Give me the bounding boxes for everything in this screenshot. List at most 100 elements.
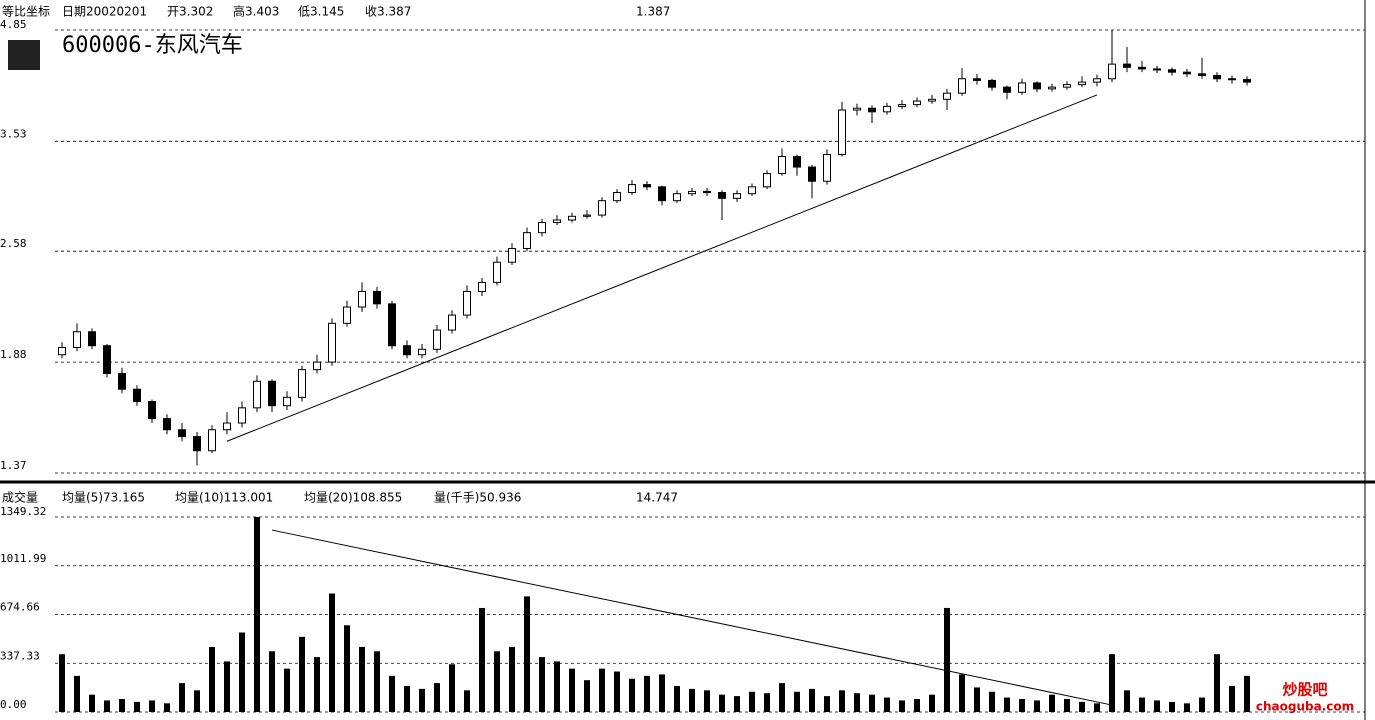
candle-body xyxy=(328,322,336,363)
volume-bar xyxy=(1109,654,1115,712)
candle-body xyxy=(793,156,801,168)
candle-body xyxy=(403,345,411,356)
volume-bar xyxy=(869,694,875,712)
y-tick-label: 674.66 xyxy=(0,601,40,614)
volume-bar xyxy=(329,593,335,712)
watermark-name: 炒股吧 xyxy=(1282,681,1327,699)
candle-body xyxy=(913,100,921,106)
header-text: 量(千手)50.936 xyxy=(434,491,521,505)
candle-body xyxy=(598,200,606,216)
y-tick-label: 1011.99 xyxy=(0,552,46,565)
candle-body xyxy=(568,215,576,221)
candle-body xyxy=(253,380,261,409)
volume-bar xyxy=(809,688,815,712)
volume-bar xyxy=(164,703,170,712)
candle-body xyxy=(148,401,156,420)
candle-body xyxy=(808,166,816,182)
candle-body xyxy=(343,306,351,324)
candle-body xyxy=(478,281,486,292)
header-text: 均量(20)108.855 xyxy=(304,491,402,505)
volume-bar xyxy=(74,675,80,712)
volume-bar xyxy=(134,701,140,712)
volume-bar xyxy=(644,675,650,712)
volume-bar xyxy=(629,678,635,712)
candle-body xyxy=(1213,74,1221,80)
volume-bar xyxy=(1184,703,1190,712)
candle-body xyxy=(523,232,531,249)
volume-bar xyxy=(1214,654,1220,712)
volume-bar xyxy=(584,680,590,712)
candle-body xyxy=(1048,86,1056,90)
volume-bar xyxy=(794,691,800,712)
candle-body xyxy=(238,407,246,424)
volume-bar xyxy=(494,651,500,712)
candle-body xyxy=(988,79,996,88)
y-tick-label: 2.58 xyxy=(0,237,27,250)
candle-body xyxy=(868,107,876,113)
candle-body xyxy=(133,388,141,403)
volume-bar xyxy=(389,675,395,712)
header-text: 1.387 xyxy=(636,5,670,19)
candle-body xyxy=(583,214,591,217)
candle-body xyxy=(838,109,846,155)
candle-body xyxy=(748,186,756,195)
candle-body xyxy=(433,329,441,350)
candle-body xyxy=(1153,68,1161,71)
candle-body xyxy=(88,331,96,347)
candle-body xyxy=(853,107,861,111)
volume-bar xyxy=(1019,698,1025,712)
candle-body xyxy=(418,348,426,356)
volume-bar xyxy=(599,668,605,712)
candle-body xyxy=(298,369,306,398)
candle-body xyxy=(193,436,201,452)
candle-body xyxy=(313,361,321,371)
volume-bar xyxy=(374,651,380,712)
volume-bar xyxy=(704,690,710,712)
volume-bar xyxy=(449,664,455,712)
candle-body xyxy=(703,190,711,194)
volume-bar xyxy=(299,636,305,712)
y-tick-label: 1.88 xyxy=(0,348,27,361)
candle-body xyxy=(1198,73,1206,76)
volume-bar xyxy=(1199,697,1205,712)
volume-bar xyxy=(764,693,770,712)
candle-body xyxy=(493,261,501,283)
y-tick-label: 1.37 xyxy=(0,459,27,472)
volume-bar xyxy=(464,690,470,712)
candle-body xyxy=(1228,78,1236,81)
volume-bar xyxy=(59,654,65,712)
candle-body xyxy=(208,429,216,452)
candle-body xyxy=(223,422,231,431)
candle-body xyxy=(103,345,111,374)
volume-bar xyxy=(824,696,830,712)
volume-bar xyxy=(989,691,995,712)
candle-body xyxy=(1138,66,1146,70)
volume-bar xyxy=(104,700,110,712)
header-text: 收3.387 xyxy=(365,5,411,19)
candle-body xyxy=(1063,84,1071,88)
volume-bar xyxy=(1169,701,1175,712)
volume-bar xyxy=(479,607,485,712)
volume-bar xyxy=(359,646,365,712)
volume-bar xyxy=(749,691,755,712)
volume-bar xyxy=(554,661,560,712)
volume-bar xyxy=(1154,700,1160,712)
header-text: 等比坐标 xyxy=(2,5,50,19)
candle-body xyxy=(688,190,696,195)
candle-body xyxy=(628,184,636,194)
candle-body xyxy=(1123,63,1131,68)
volume-bar xyxy=(284,668,290,712)
candle-body xyxy=(973,78,981,81)
candle-body xyxy=(538,222,546,234)
candle-body xyxy=(733,193,741,199)
candle-body xyxy=(1093,78,1101,83)
candle-body xyxy=(163,418,171,431)
candle-body xyxy=(373,290,381,305)
candle-body xyxy=(388,303,396,347)
volume-bar xyxy=(539,657,545,712)
volume-bar xyxy=(719,694,725,712)
candle-body xyxy=(1243,79,1251,83)
candle-body xyxy=(118,372,126,390)
watermark-url: chaoguba.com xyxy=(1256,700,1354,714)
